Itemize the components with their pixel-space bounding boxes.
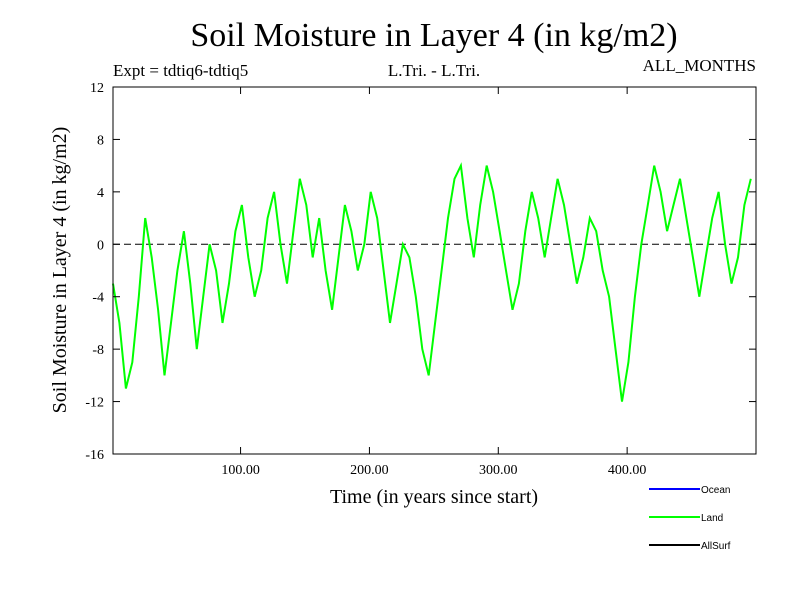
- y-tick-label: 12: [90, 81, 104, 96]
- expt-label: Expt = tdtiq6-tdtiq5: [113, 61, 248, 80]
- legend-ocean-label: Ocean: [701, 485, 730, 496]
- y-tick-label: 4: [97, 186, 104, 201]
- legend-land-label: Land: [701, 513, 723, 524]
- legend: Ocean Land AllSurf: [649, 485, 731, 552]
- x-tick-label: 100.00: [221, 463, 260, 478]
- x-axis-label: Time (in years since start): [330, 486, 538, 508]
- land-series-line: [112, 162, 752, 402]
- y-tick-label: 0: [97, 238, 104, 253]
- y-tick-label: 8: [97, 133, 104, 148]
- grid-label: L.Tri. - L.Tri.: [388, 61, 480, 80]
- chart-title: Soil Moisture in Layer 4 (in kg/m2): [190, 17, 677, 54]
- months-label: ALL_MONTHS: [643, 56, 756, 75]
- legend-allsurf-label: AllSurf: [701, 541, 731, 552]
- y-axis-ticks: -16 -12 -8 -4 0 4 8 12: [85, 81, 756, 463]
- x-tick-label: 400.00: [608, 463, 647, 478]
- y-tick-label: -8: [92, 343, 104, 358]
- plot-frame: [112, 86, 757, 455]
- y-tick-label: -4: [92, 291, 104, 306]
- x-tick-label: 300.00: [479, 463, 518, 478]
- y-tick-label: -16: [85, 448, 104, 463]
- y-axis-label: Soil Moisture in Layer 4 (in kg/m2): [49, 127, 71, 414]
- x-tick-label: 200.00: [350, 463, 389, 478]
- y-tick-label: -12: [85, 396, 104, 411]
- plot-area: [112, 86, 757, 455]
- x-axis-ticks: 100.00 200.00 300.00 400.00: [221, 87, 646, 478]
